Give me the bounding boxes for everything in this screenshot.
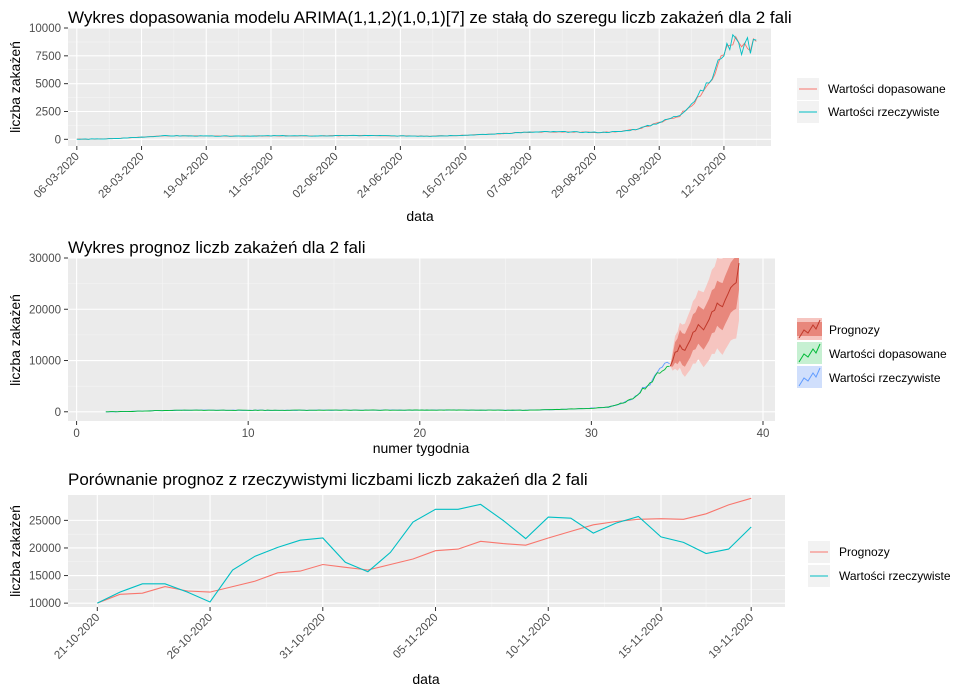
fit-x-tick-label: 12-10-2020 <box>679 151 729 201</box>
fit-y-tick-label: 0 <box>55 134 61 146</box>
forecast-x-tick-label: 30 <box>585 428 598 440</box>
compare-y-ticks: 10000 15000 20000 25000 <box>29 515 68 610</box>
forecast-x-ticks: 0 10 20 30 40 <box>73 421 769 440</box>
forecast-legend-key-forecast-inner <box>797 322 822 336</box>
forecast-bands <box>670 258 739 377</box>
compare-series-line <box>97 503 752 604</box>
compare-x-axis-title: data <box>412 671 439 687</box>
compare-y-tick-label: 20000 <box>29 543 61 555</box>
forecast-y-tick-label: 0 <box>55 407 61 419</box>
fit-chart: Wykres dopasowania modelu ARIMA(1,1,2)(1… <box>7 8 946 224</box>
fit-y-axis-title: liczba zakażeń <box>7 41 23 133</box>
forecast-x-tick-label: 40 <box>757 428 770 440</box>
forecast-chart: Wykres prognoz liczb zakażeń dla 2 fali … <box>7 238 947 456</box>
fit-chart-title: Wykres dopasowania modelu ARIMA(1,1,2)(1… <box>68 8 792 27</box>
forecast-legend-swatch-fitted <box>798 343 821 363</box>
fit-x-ticks: 06-03-2020 28-03-2020 19-04-2020 11-05-2020… <box>32 146 729 201</box>
forecast-grid <box>68 257 775 421</box>
compare-x-tick-label: 31-10-2020 <box>278 612 328 662</box>
forecast-x-tick-label: 10 <box>242 428 255 440</box>
compare-x-tick-label: 26-10-2020 <box>165 612 215 662</box>
fit-x-tick-label: 29-08-2020 <box>550 151 600 201</box>
fit-x-tick-label: 11-05-2020 <box>227 151 276 200</box>
compare-series <box>97 497 752 604</box>
compare-legend-label-actual: Wartości rzeczywiste <box>839 569 951 583</box>
forecast-series <box>105 263 740 413</box>
compare-chart-title: Porównanie prognoz z rzeczywistymi liczb… <box>68 470 588 489</box>
compare-x-ticks: 21-10-2020 26-10-2020 31-10-2020 05-11-2020… <box>52 607 756 662</box>
forecast-y-tick-label: 30000 <box>29 253 61 265</box>
forecast-legend-swatch-forecast <box>798 319 821 339</box>
forecast-y-axis-title: liczba zakażeń <box>7 294 23 386</box>
compare-y-tick-label: 25000 <box>29 515 61 527</box>
forecast-y-tick-label: 10000 <box>29 356 61 368</box>
compare-y-axis-title: liczba zakażeń <box>7 505 23 597</box>
fit-y-ticks: 0 2500 5000 7500 10000 <box>29 23 68 146</box>
fit-panel <box>68 28 771 146</box>
fit-x-tick-label: 28-03-2020 <box>97 151 147 201</box>
forecast-panel <box>68 258 775 421</box>
fit-y-tick-label: 10000 <box>29 23 61 35</box>
fit-x-tick-label: 06-03-2020 <box>32 151 82 201</box>
compare-x-tick-label: 05-11-2020 <box>391 612 440 661</box>
forecast-x-axis-title: numer tygodnia <box>373 440 470 456</box>
forecast-legend-label-forecast: Prognozy <box>829 323 880 337</box>
forecast-legend-key-fitted <box>797 342 822 364</box>
fit-x-tick-label: 20-09-2020 <box>614 151 664 201</box>
compare-x-tick-label: 19-11-2020 <box>707 612 756 661</box>
fit-x-axis-title: data <box>406 208 433 224</box>
compare-panel <box>68 495 785 607</box>
fit-grid <box>68 27 771 146</box>
forecast-legend-label-actual: Wartości rzeczywiste <box>829 371 941 385</box>
fit-x-tick-label: 07-08-2020 <box>485 151 535 201</box>
compare-x-tick-label: 10-11-2020 <box>504 612 553 661</box>
compare-x-tick-label: 15-11-2020 <box>617 612 666 661</box>
forecast-legend-key-actual <box>797 366 822 388</box>
compare-grid <box>68 495 785 607</box>
forecast-fitted-line <box>105 365 670 413</box>
fit-legend-label-actual: Wartości rzeczywiste <box>828 105 940 119</box>
fit-y-tick-label: 7500 <box>35 51 61 63</box>
forecast-legend-label-fitted: Wartości dopasowane <box>829 347 947 361</box>
forecast-y-tick-label: 20000 <box>29 304 61 316</box>
fit-x-tick-label: 16-07-2020 <box>420 151 470 201</box>
compare-legend: Prognozy Wartości rzeczywiste <box>808 541 951 587</box>
fit-y-tick-label: 2500 <box>35 106 61 118</box>
fit-x-tick-label: 19-04-2020 <box>161 151 211 201</box>
forecast-x-tick-label: 0 <box>73 428 79 440</box>
forecast-chart-title: Wykres prognoz liczb zakażeń dla 2 fali <box>68 238 365 257</box>
compare-y-tick-label: 15000 <box>29 571 61 583</box>
fit-series-line <box>76 33 757 140</box>
forecast-band-80 <box>670 258 739 367</box>
compare-legend-label-forecast: Prognozy <box>839 545 890 559</box>
forecast-y-ticks: 0 10000 20000 30000 <box>29 253 68 419</box>
fit-y-tick-label: 5000 <box>35 79 61 91</box>
compare-y-tick-label: 10000 <box>29 598 61 610</box>
compare-x-tick-label: 21-10-2020 <box>52 612 102 662</box>
fit-x-tick-label: 24-06-2020 <box>355 151 405 201</box>
compare-chart: Porównanie prognoz z rzeczywistymi liczb… <box>7 470 951 687</box>
fit-series <box>76 33 757 140</box>
forecast-legend-swatch-actual <box>798 367 821 387</box>
fit-legend-label-fitted: Wartości dopasowane <box>828 82 946 96</box>
forecast-prediction-line <box>669 263 740 367</box>
fit-legend: Wartości dopasowane Wartości rzeczywiste <box>797 78 946 123</box>
forecast-x-tick-label: 20 <box>413 428 426 440</box>
fit-x-tick-label: 02-06-2020 <box>291 151 341 201</box>
forecast-legend: Prognozy Wartości dopasowane Wartości rz… <box>797 318 947 388</box>
